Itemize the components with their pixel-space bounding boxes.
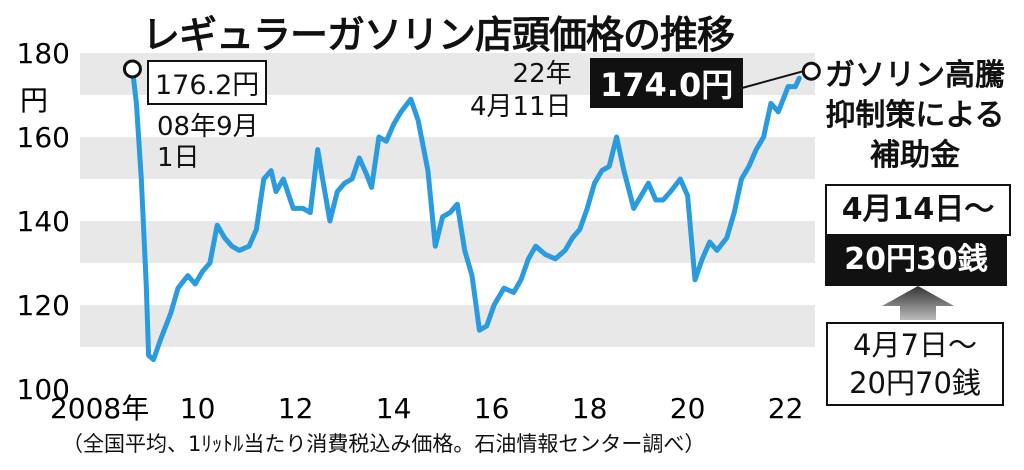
y-axis-unit-label: 円 (20, 84, 48, 117)
subsidy-apr7-box: 4月7日～ 20円70銭 (826, 322, 1004, 406)
start-date-label: 08年9月 1日 (157, 112, 259, 174)
x-tick-label: 22 (768, 392, 804, 425)
x-tick-label: 2008年 (50, 392, 149, 425)
chart-title: レギュラーガソリン店頭価格の推移 (142, 13, 735, 57)
up-arrow-icon (882, 286, 954, 320)
x-tick-label: 18 (572, 392, 608, 425)
subsidy-heading-line2: 抑制策による (825, 98, 1005, 133)
y-tick-label: 100 (17, 373, 70, 406)
subsidy-amount-apr7: 20円70銭 (849, 366, 981, 400)
start-point-marker (122, 59, 142, 79)
start-date-line1: 08年9月 (157, 112, 259, 142)
x-axis-ticks: 2008年 10 12 14 16 18 20 22 (50, 392, 803, 425)
x-tick-label: 14 (376, 392, 412, 425)
x-tick-label: 12 (278, 392, 314, 425)
y-tick-label: 140 (17, 205, 70, 238)
grid-band (80, 305, 815, 347)
start-value-label: 176.2円 (147, 60, 268, 105)
y-axis-ticks: 100 120 140 160 180 (17, 37, 70, 406)
end-value-label: 174.0円 (590, 58, 744, 108)
subsidy-heading-line3: 補助金 (870, 138, 960, 173)
end-value-leader-line (741, 70, 804, 89)
y-tick-label: 160 (17, 121, 70, 154)
x-tick-label: 20 (670, 392, 706, 425)
y-tick-label: 180 (17, 37, 70, 70)
start-date-line2: 1日 (157, 143, 200, 173)
end-date-line1: 22年 (512, 59, 572, 89)
price-line (129, 66, 802, 363)
x-tick-label: 10 (180, 392, 216, 425)
end-date-label: 22年 4月11日 (470, 58, 572, 124)
y-tick-label: 120 (17, 289, 70, 322)
source-note: （全国平均、1ﾘｯﾄﾙ当たり消費税込み価格。石油情報センター調べ） (62, 432, 706, 456)
x-tick-label: 16 (474, 392, 510, 425)
subsidy-heading-line1: ガソリン高騰 (825, 58, 1005, 93)
subsidy-amount-apr14: 20円30銭 (825, 234, 1007, 286)
subsidy-from-apr7: 4月7日～ (853, 328, 977, 362)
end-date-line2: 4月11日 (470, 92, 572, 122)
subsidy-heading: ガソリン高騰 抑制策による 補助金 (812, 56, 1018, 176)
grid-band (80, 137, 815, 179)
subsidy-from-apr14: 4月14日～ (825, 184, 1011, 236)
